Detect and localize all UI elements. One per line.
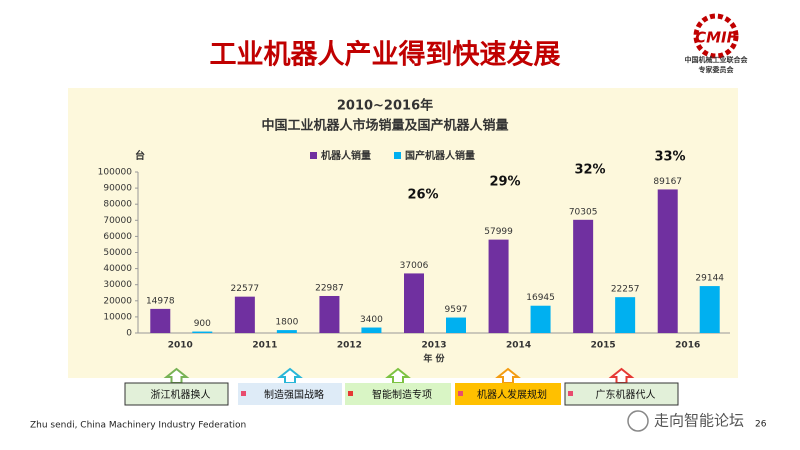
- y-tick-label: 60000: [103, 232, 132, 242]
- bar: [573, 219, 594, 333]
- x-tick-label: 2012: [337, 341, 362, 351]
- bullet: [458, 391, 463, 396]
- milestone-box: [238, 383, 342, 405]
- y-tick-label: 10000: [103, 312, 132, 322]
- annotation: 26%: [407, 188, 438, 203]
- data-label: 3400: [360, 315, 383, 325]
- annotation: 32%: [574, 163, 605, 178]
- y-tick-label: 20000: [103, 296, 132, 306]
- slide-title: 工业机器人产业得到快速发展: [210, 39, 561, 71]
- bar: [150, 308, 171, 333]
- watermark-icon: [627, 410, 649, 432]
- milestone-label: 机器人发展规划: [477, 388, 547, 401]
- logo-line: 专家委员会: [699, 65, 735, 74]
- data-label: 22257: [611, 285, 640, 295]
- bar: [699, 286, 720, 333]
- logo-line: 中国机械工业联合会: [685, 55, 749, 64]
- logo: CMIF 中国机械工业联合会 专家委员会: [685, 13, 749, 74]
- arrow: [163, 367, 190, 384]
- legend-swatch: [394, 152, 401, 159]
- arrow: [385, 367, 411, 384]
- bullet: [568, 391, 573, 396]
- bar: [530, 305, 551, 333]
- milestones: 浙江机器换人 制造强国战略 智能制造专项 机器人发展规划 广东机器代人: [124, 367, 679, 406]
- x-tick-label: 2011: [252, 341, 277, 351]
- data-label: 14978: [146, 296, 175, 306]
- bar: [276, 330, 297, 333]
- y-axis-label: 台: [135, 149, 145, 162]
- bar: [615, 297, 636, 333]
- arrow: [495, 367, 521, 384]
- arrow: [608, 367, 635, 384]
- milestone-box: [564, 382, 679, 406]
- data-label: 900: [194, 319, 211, 329]
- chart-subtitle: 中国工业机器人市场销量及国产机器人销量: [261, 118, 508, 134]
- y-tick-label: 50000: [103, 248, 132, 258]
- y-tick-label: 0: [126, 329, 132, 339]
- watermark: 走向智能论坛: [627, 410, 744, 432]
- bar: [361, 327, 382, 333]
- bullet: [348, 391, 353, 396]
- bullet: [241, 391, 246, 396]
- x-tick-label: 2010: [168, 341, 193, 351]
- y-tick-label: 100000: [98, 168, 133, 178]
- x-tick-label: 2013: [421, 341, 446, 351]
- milestone-label: 浙江机器换人: [151, 388, 211, 401]
- x-axis-label: 年 份: [423, 353, 445, 365]
- data-label: 16945: [526, 293, 555, 303]
- data-label: 29144: [695, 274, 724, 284]
- milestone-label: 广东机器代人: [596, 388, 656, 401]
- bar: [488, 239, 509, 333]
- y-tick-label: 40000: [103, 264, 132, 274]
- bar: [446, 317, 466, 333]
- chart-title: 2010~2016年: [337, 98, 433, 114]
- data-label: 37006: [400, 261, 429, 271]
- y-tick-label: 30000: [103, 280, 132, 290]
- x-tick-label: 2016: [675, 341, 700, 351]
- data-label: 70305: [569, 207, 598, 217]
- arrow: [277, 367, 303, 384]
- logo-gear: [693, 13, 739, 59]
- footer: Zhu sendi, China Machinery Industry Fede…: [30, 421, 246, 431]
- annotation: 29%: [489, 175, 520, 190]
- milestone-box: [345, 383, 451, 405]
- bar: [404, 273, 424, 333]
- data-label: 22577: [231, 284, 260, 294]
- y-tick-label: 80000: [103, 200, 132, 210]
- annotation: 33%: [654, 150, 685, 165]
- milestone-label: 智能制造专项: [372, 388, 432, 401]
- x-tick-label: 2015: [591, 341, 616, 351]
- y-tick-label: 70000: [103, 216, 132, 226]
- y-tick-label: 90000: [103, 184, 132, 194]
- data-label: 1800: [275, 318, 298, 328]
- bar: [319, 295, 340, 333]
- legend-label: 国产机器人销量: [405, 149, 475, 162]
- page-number: 26: [755, 420, 767, 430]
- milestone-label: 制造强国战略: [264, 388, 324, 401]
- chart: 0 10000 20000 30000 40000 50000 60000 70000 8000…: [98, 149, 730, 351]
- bar: [657, 189, 678, 333]
- legend-label: 机器人销量: [321, 149, 371, 162]
- data-label: 89167: [653, 177, 682, 187]
- data-label: 9597: [445, 305, 468, 315]
- legend-swatch: [310, 152, 317, 159]
- milestone-box: [124, 382, 229, 406]
- logo-mark: CMIF: [695, 29, 738, 47]
- x-tick-label: 2014: [506, 341, 531, 351]
- milestone-box: [455, 383, 561, 405]
- data-label: 57999: [484, 227, 513, 237]
- bar: [192, 331, 213, 333]
- bar: [234, 296, 255, 333]
- watermark-text: 走向智能论坛: [654, 412, 744, 430]
- data-label: 22987: [315, 283, 344, 293]
